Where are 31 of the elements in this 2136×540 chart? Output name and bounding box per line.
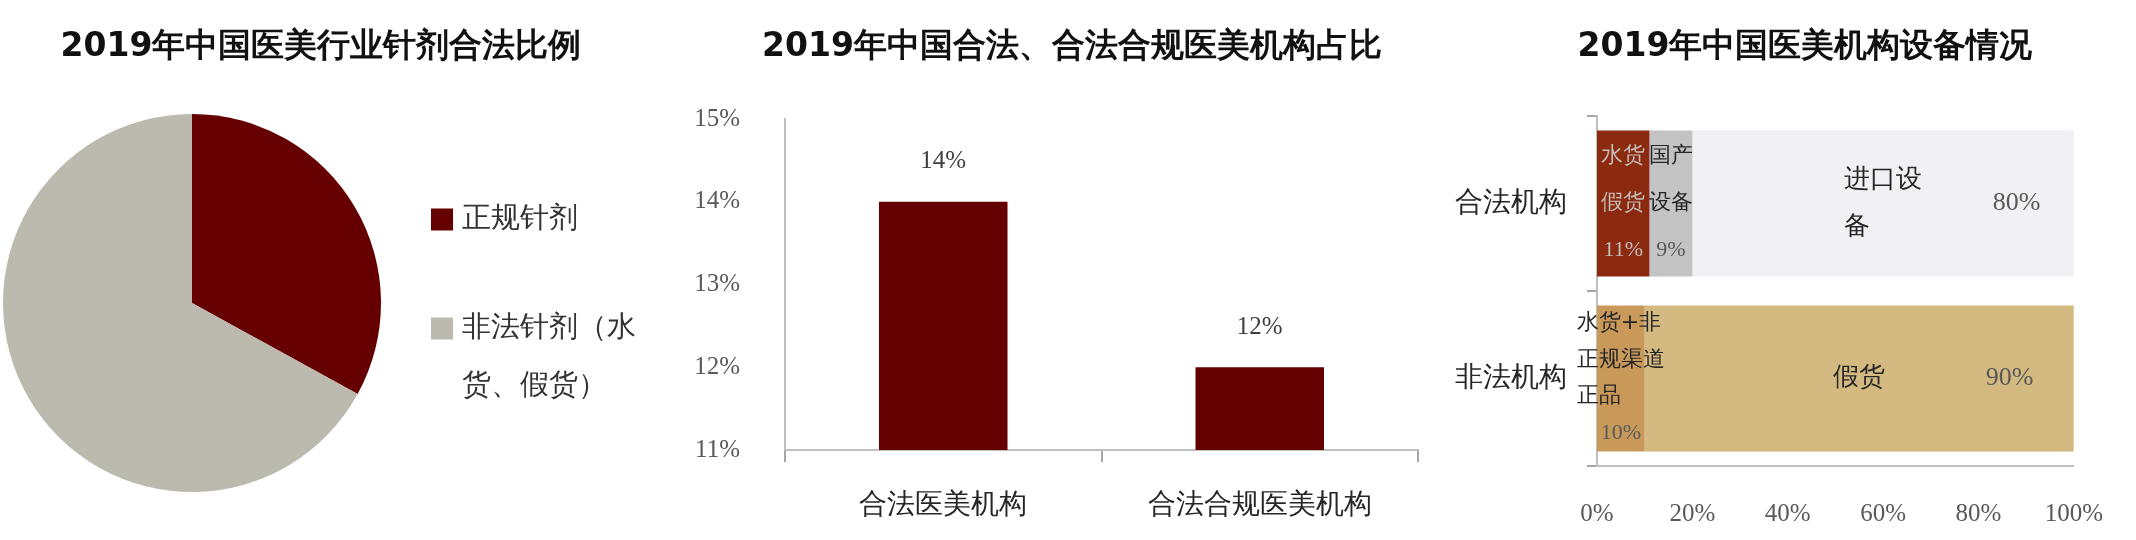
series-label: 假货 <box>1833 361 1886 392</box>
chart-title: 2019年中国医美机构设备情况 <box>1577 24 2033 66</box>
y-tick-label: 12% <box>694 351 740 379</box>
data-label: 14% <box>920 146 967 174</box>
y-tick-label: 11% <box>695 434 740 462</box>
data-label: 12% <box>1236 311 1283 339</box>
x-tick-label: 100% <box>2044 498 2103 526</box>
chart-title: 2019年中国合法、合法合规医美机构占比 <box>762 24 1382 66</box>
data-label: 10% <box>1600 419 1642 445</box>
y-tick-label: 合法机构 <box>1455 184 1567 218</box>
series-label: 进口设备 <box>1844 162 1923 240</box>
y-tick-label: 13% <box>694 269 740 297</box>
series-label: 水货假货 <box>1601 142 1646 215</box>
chart-title: 2019年中国医美行业针剂合法比例 <box>60 24 582 66</box>
y-tick-label: 15% <box>694 103 740 131</box>
series-label: 国产设备 <box>1648 142 1693 215</box>
legend-label: 正规针剂 <box>462 200 578 235</box>
data-label: 80% <box>1992 187 2041 217</box>
data-label: 9% <box>1656 236 1686 262</box>
y-tick-label: 14% <box>694 186 740 214</box>
x-tick-label: 20% <box>1669 498 1716 526</box>
data-label: 11% <box>1603 236 1643 262</box>
x-tick-label: 合法合规医美机构 <box>1147 487 1372 521</box>
x-tick-label: 40% <box>1764 498 1811 526</box>
data-label: 90% <box>1985 362 2034 392</box>
legend-label: 非法针剂（水货、假货） <box>462 309 636 402</box>
x-tick-label: 80% <box>1955 498 2002 526</box>
y-tick-label: 非法机构 <box>1455 359 1567 393</box>
x-tick-label: 60% <box>1860 498 1907 526</box>
x-tick-label: 合法医美机构 <box>859 487 1028 521</box>
x-tick-label: 0% <box>1580 498 1614 526</box>
